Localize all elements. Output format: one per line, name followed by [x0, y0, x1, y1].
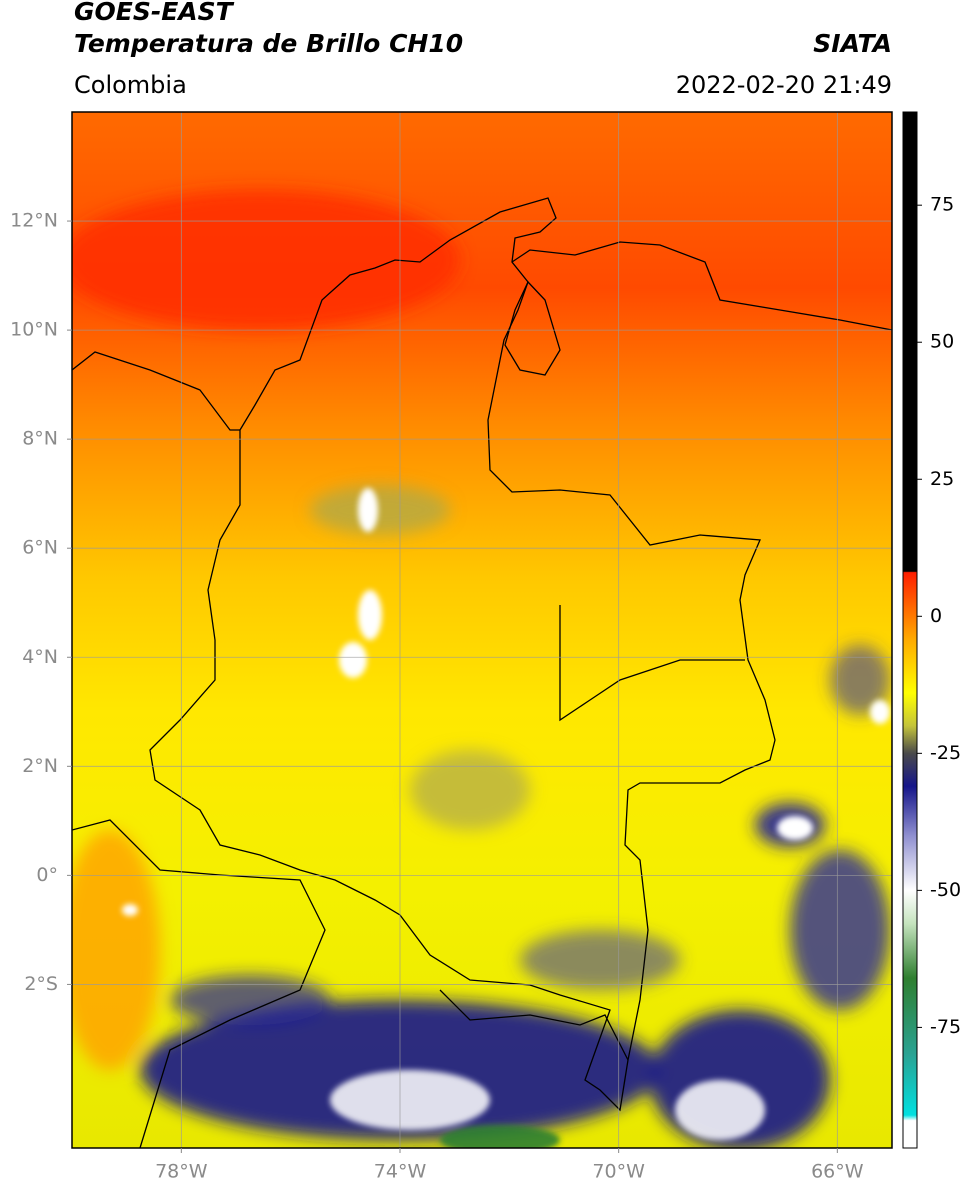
y-tick-label: 0°: [36, 864, 58, 886]
y-tick-label: 4°N: [22, 646, 58, 668]
satellite-image: [72, 112, 892, 1148]
borders: [72, 197, 892, 1148]
peru-brazil-border: [439, 989, 629, 1061]
colorbar-tick-label: -75: [930, 1016, 961, 1038]
datetime: 2022-02-20 21:49: [676, 71, 892, 99]
colorbar-tick-label: 0: [930, 605, 942, 627]
venezuela-coast: [511, 241, 892, 331]
x-tick-label: 78°W: [155, 1161, 208, 1183]
x-tick-label: 70°W: [592, 1161, 645, 1183]
cold-cloud-tops: [122, 488, 890, 1148]
y-tick-label: 10°N: [10, 319, 58, 341]
y-tick-label: 8°N: [22, 428, 58, 450]
institution: SIATA: [813, 29, 892, 58]
colorbar: [902, 111, 918, 1149]
map-frame: [71, 111, 893, 1149]
y-tick-label: 6°N: [22, 537, 58, 559]
colorbar-tick-label: -25: [930, 742, 961, 764]
satellite-title: GOES-EAST: [74, 0, 235, 26]
ecuador-peru-border: [72, 819, 326, 1148]
maracaibo-lake: [504, 280, 561, 376]
x-tick-label: 66°W: [811, 1161, 864, 1183]
colorbar-tick-label: 50: [930, 331, 954, 353]
product-title: Temperatura de Brillo CH10: [74, 29, 463, 58]
y-tick-label: 2°S: [24, 973, 58, 995]
panama-coast: [72, 351, 240, 431]
y-tick-label: 2°N: [22, 755, 58, 777]
y-tick-label: 12°N: [10, 210, 58, 232]
colombia-border: [149, 197, 776, 1112]
x-tick-label: 74°W: [374, 1161, 427, 1183]
colorbar-tick-label: -50: [930, 879, 961, 901]
colorbar-tick-label: 75: [930, 194, 954, 216]
venezuela-brazil-border: [559, 605, 745, 722]
region: Colombia: [74, 71, 187, 99]
colorbar-tick-label: 25: [930, 468, 954, 490]
